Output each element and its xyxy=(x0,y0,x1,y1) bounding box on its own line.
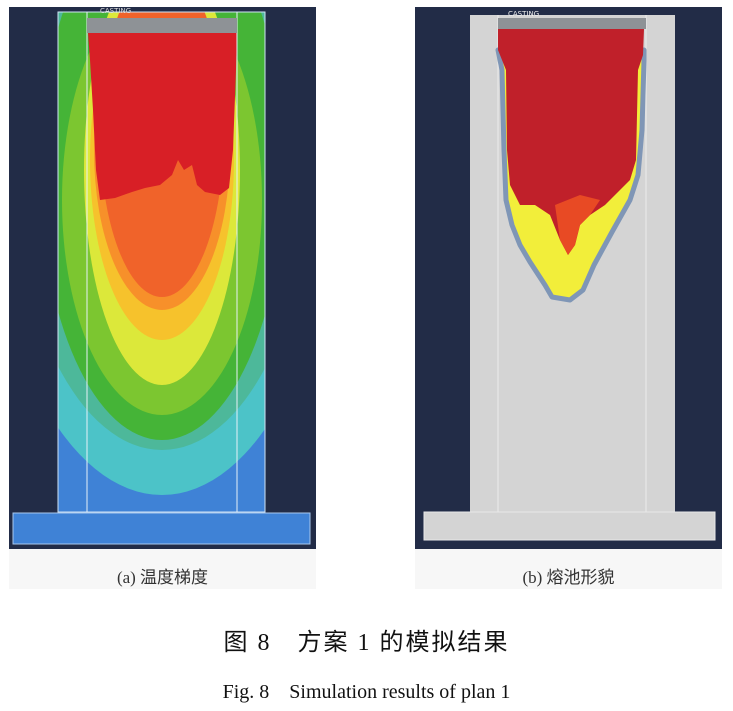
casting-label-a: CASTING xyxy=(100,7,131,15)
panel-b-melt-pool: CASTING xyxy=(415,7,722,549)
caption-strip-b xyxy=(415,549,722,589)
figure-title-cn: 图 8 方案 1 的模拟结果 xyxy=(223,630,510,656)
figure-title-en: Fig. 8 Simulation results of plan 1 xyxy=(222,681,511,703)
casting-top-strip xyxy=(87,18,237,33)
caption-b: (b) 熔池形貌 xyxy=(522,568,615,587)
caption-strip-a xyxy=(9,549,316,589)
temperature-contours xyxy=(58,12,265,512)
caption-a: (a) 温度梯度 xyxy=(116,568,209,587)
casting-top-strip-b xyxy=(498,18,646,29)
panel-a-temperature-gradient: CASTING xyxy=(9,7,316,549)
base-plate-b xyxy=(423,511,716,541)
melt-pool xyxy=(498,29,644,255)
base-plate-a xyxy=(12,512,311,545)
hot-zone xyxy=(88,33,237,200)
casting-label-b: CASTING xyxy=(508,10,539,18)
